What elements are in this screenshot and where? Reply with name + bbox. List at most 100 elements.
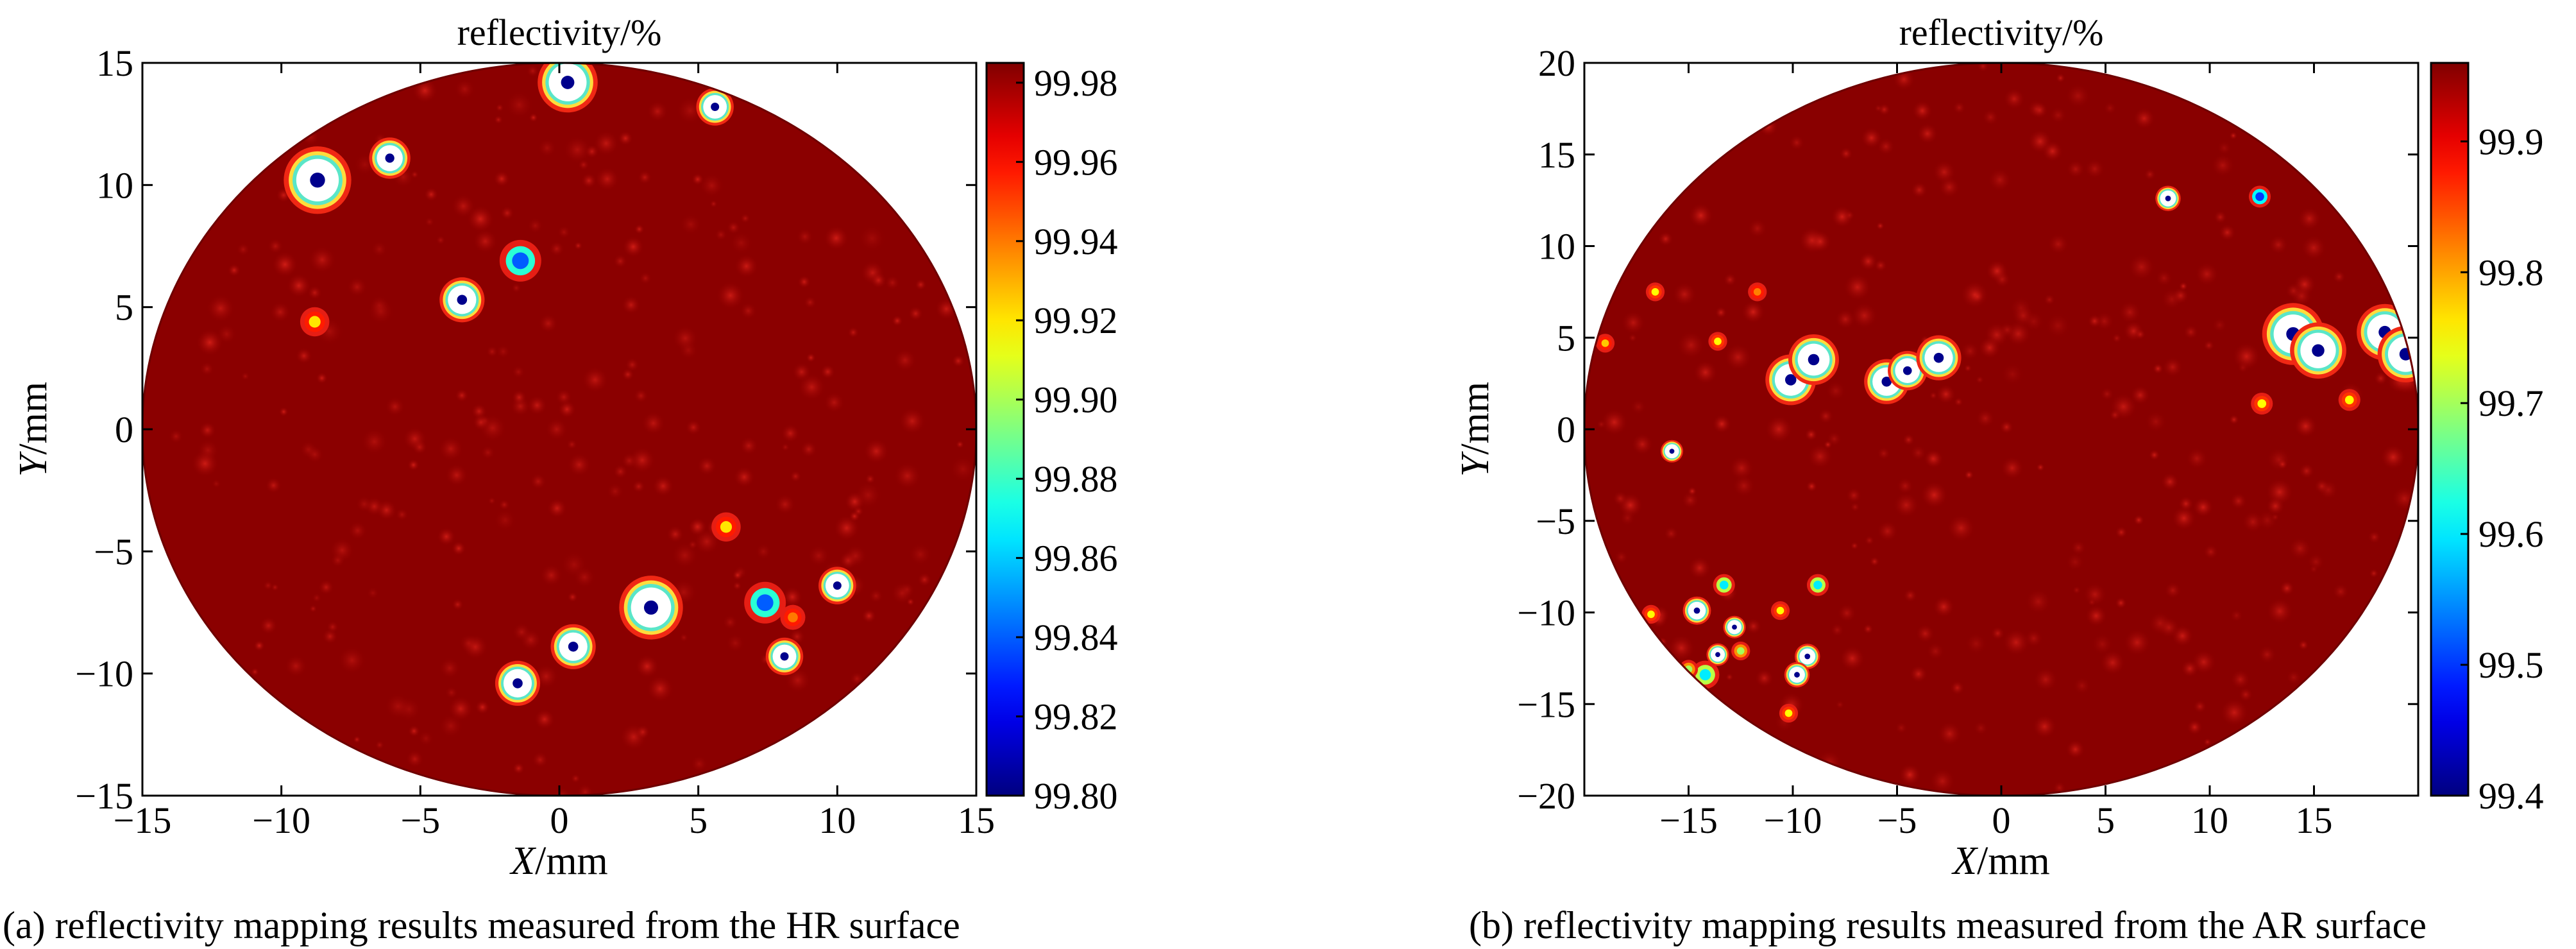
y-tick-label: −10	[1517, 592, 1575, 634]
speckle	[1681, 492, 1699, 509]
speckle	[833, 515, 860, 542]
defect-spot	[1641, 604, 1661, 624]
speckle	[547, 498, 567, 518]
speckle	[2036, 463, 2045, 472]
y-tick-label: 10	[1538, 226, 1575, 268]
speckle	[892, 315, 903, 327]
speckle	[781, 423, 800, 443]
speckle	[1929, 768, 1956, 794]
speckle	[578, 159, 589, 171]
speckle	[511, 283, 521, 293]
speckle	[513, 762, 525, 774]
speckle	[1963, 364, 1972, 372]
speckle	[1937, 721, 1962, 746]
speckle	[1864, 535, 1875, 545]
speckle	[906, 597, 915, 606]
speckle	[1920, 481, 1948, 509]
speckle	[2091, 633, 2114, 655]
speckle	[730, 232, 753, 255]
speckle	[894, 462, 921, 490]
speckle	[582, 366, 609, 393]
colorbar-tick-label: 99.94	[1034, 221, 1118, 262]
speckle	[2152, 363, 2164, 374]
speckle	[915, 278, 927, 291]
defect-spot	[1660, 440, 1684, 463]
speckle	[407, 459, 419, 471]
speckle	[2072, 676, 2091, 695]
speckle	[2301, 235, 2326, 261]
speckle	[1911, 182, 1928, 198]
speckle	[573, 566, 596, 588]
speckle	[529, 113, 538, 123]
speckle	[1876, 221, 1885, 230]
speckle	[263, 580, 273, 591]
speckle	[2238, 687, 2253, 702]
speckle	[2135, 329, 2146, 340]
speckle	[330, 538, 355, 563]
speckle	[496, 345, 511, 359]
speckle	[824, 392, 845, 413]
speckle	[272, 251, 298, 278]
speckle	[629, 447, 656, 474]
defect-spot	[1595, 334, 1615, 353]
speckle	[1973, 721, 1988, 736]
speckle	[2133, 107, 2155, 130]
speckle	[2203, 544, 2219, 560]
caption-b: (b) reflectivity mapping results measure…	[1469, 904, 2427, 946]
defect-spot	[696, 88, 734, 126]
speckle	[1843, 273, 1872, 302]
speckle	[2164, 581, 2182, 599]
speckle	[2003, 629, 2030, 656]
speckle	[722, 615, 738, 630]
speckle	[2001, 363, 2024, 386]
speckle	[408, 725, 420, 737]
speckle	[2230, 609, 2244, 622]
y-tick-label: 5	[1557, 317, 1575, 359]
speckle	[169, 429, 183, 444]
speckle	[1982, 108, 1999, 126]
speckle	[241, 372, 250, 380]
speckle	[1741, 300, 1765, 324]
speckle	[2279, 581, 2294, 596]
speckle	[1818, 408, 1834, 424]
speckle	[2123, 629, 2151, 656]
speckle	[800, 441, 817, 458]
speckle	[688, 518, 707, 536]
speckle	[1863, 624, 1874, 635]
speckle	[1964, 470, 1974, 480]
y-tick-label: −5	[94, 531, 133, 572]
speckle	[2115, 597, 2127, 609]
speckle	[2115, 526, 2128, 539]
speckle	[733, 466, 755, 488]
speckle	[545, 418, 568, 441]
speckle	[2158, 617, 2180, 638]
speckle	[196, 329, 224, 356]
speckle	[613, 254, 627, 268]
colorbar-gradient	[987, 63, 1024, 796]
y-tick-label: −5	[1536, 500, 1575, 542]
speckle	[1869, 556, 1880, 567]
speckle	[1894, 492, 1919, 518]
defect-spot	[1706, 643, 1729, 666]
speckle	[2368, 530, 2381, 544]
speckle	[1630, 398, 1647, 415]
speckle	[494, 115, 504, 124]
colorbar-tick-label: 99.96	[1034, 141, 1118, 183]
colorbar-tick-label: 99.80	[1034, 775, 1118, 817]
y-axis-label: Y/mm	[12, 382, 55, 477]
speckle	[638, 170, 652, 185]
speckle	[781, 443, 790, 452]
speckle	[1745, 618, 1762, 635]
colorbar: 99.4 99.5 99.6 99.7 99.8 99.9	[2430, 62, 2544, 817]
y-tick-label: 0	[1557, 409, 1575, 450]
speckle	[2220, 698, 2249, 727]
speckle	[538, 139, 557, 157]
speckle	[625, 357, 640, 372]
x-tick-label: −10	[1764, 799, 1822, 841]
speckle	[487, 497, 496, 505]
speckle	[2149, 449, 2160, 461]
speckle	[2229, 415, 2239, 425]
speckle	[2374, 372, 2388, 386]
speckle	[2110, 393, 2137, 420]
speckle	[2298, 640, 2309, 651]
